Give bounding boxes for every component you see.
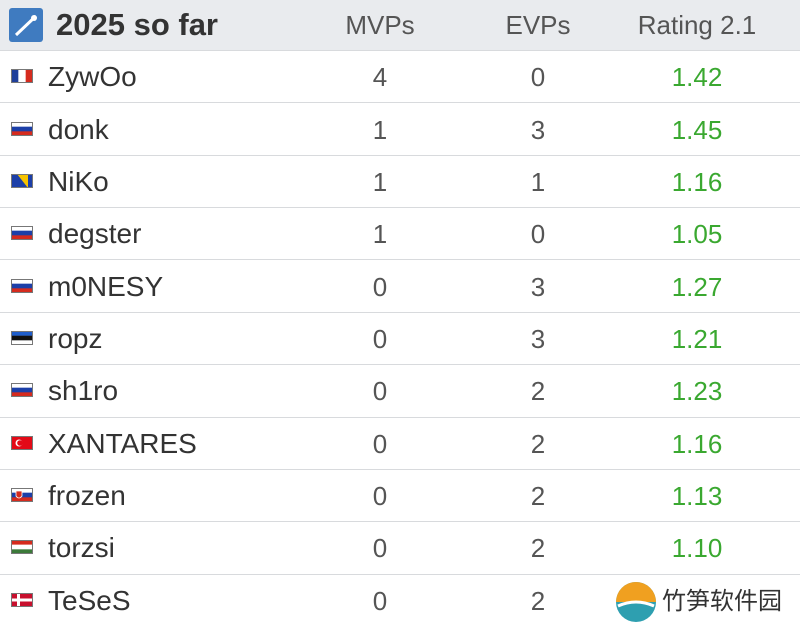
- column-header: Rating 2.1: [637, 10, 757, 40]
- table-row: XANTARES 0 2 1.16: [0, 416, 800, 469]
- mvps: 0: [372, 585, 388, 616]
- evps: 2: [530, 428, 546, 459]
- table-row: ropz 0 3 1.21: [0, 311, 800, 365]
- column-header: MVPs: [345, 10, 415, 40]
- table-row: frozen 0 2 1.13: [0, 468, 800, 522]
- mvps: 0: [372, 271, 388, 302]
- evps: 1: [530, 166, 546, 197]
- flag: [11, 435, 33, 450]
- player-name: torzsi: [48, 532, 115, 564]
- rating: 1.21: [671, 323, 723, 354]
- rating: 1.42: [671, 62, 723, 93]
- evps: 3: [530, 271, 546, 302]
- watermark: 竹笋软件园: [600, 578, 800, 626]
- rating: 1.27: [671, 271, 723, 302]
- rating: 1.16: [671, 166, 723, 197]
- mvps: 0: [372, 323, 388, 354]
- evps: 2: [530, 481, 546, 512]
- mvps: 1: [372, 219, 388, 250]
- rating: 1.10: [671, 533, 723, 564]
- rating: 1.45: [671, 114, 723, 145]
- player-name: XANTARES: [48, 427, 197, 459]
- table-row: NiKo 1 1 1.16: [0, 154, 800, 208]
- player-name: ropz: [48, 322, 103, 354]
- rating: 1.05: [671, 219, 723, 250]
- flag: [11, 173, 33, 188]
- rating: 1.23: [671, 376, 723, 407]
- watermark-logo: [616, 582, 656, 622]
- flag: [11, 383, 33, 398]
- mvps: 4: [372, 62, 388, 93]
- player-name: donk: [48, 113, 109, 145]
- flag: [11, 278, 33, 293]
- evps: 3: [530, 323, 546, 354]
- flag: [11, 540, 33, 555]
- player-name: ZywOo: [48, 61, 137, 93]
- mvps: 0: [372, 533, 388, 564]
- mvps: 1: [372, 114, 388, 145]
- player-name: TeSeS: [48, 584, 131, 616]
- evps: 0: [530, 62, 546, 93]
- table-row: ZywOo 4 0 1.42: [0, 50, 800, 103]
- flag: [11, 226, 33, 241]
- player-name: m0NESY: [48, 270, 164, 302]
- flag: [11, 592, 33, 607]
- evps: 2: [530, 376, 546, 407]
- player-name: degster: [48, 218, 142, 250]
- evps: 2: [530, 533, 546, 564]
- flag: [11, 488, 33, 503]
- table-row: sh1ro 0 2 1.23: [0, 364, 800, 417]
- evps: 2: [530, 585, 546, 616]
- mvps: 0: [372, 428, 388, 459]
- flag: [11, 69, 34, 84]
- header-title: 2025 so far: [56, 7, 218, 42]
- table-row: degster 1 0 1.05: [0, 207, 800, 260]
- header-icon: [9, 8, 43, 42]
- flag: [11, 330, 33, 346]
- table-row: m0NESY 0 3 1.27: [0, 259, 800, 312]
- header-bar: 2025 so far MVPs EVPs Rating 2.1: [0, 0, 800, 50]
- player-name: NiKo: [48, 165, 109, 197]
- rating: 1.13: [671, 481, 723, 512]
- mvps: 1: [372, 166, 388, 197]
- player-name: sh1ro: [48, 375, 119, 407]
- table-row: donk 1 3 1.45: [0, 102, 800, 155]
- mvps: 0: [372, 481, 388, 512]
- player-name: frozen: [48, 480, 126, 512]
- column-header: EVPs: [505, 10, 571, 40]
- flag: [11, 121, 33, 136]
- table-row: torzsi 0 2 1.10: [0, 521, 800, 574]
- rating: 1.16: [671, 428, 723, 459]
- mvps: 0: [372, 376, 388, 407]
- evps: 3: [530, 114, 546, 145]
- evps: 0: [530, 219, 546, 250]
- watermark-text: 竹笋软件园: [662, 588, 782, 615]
